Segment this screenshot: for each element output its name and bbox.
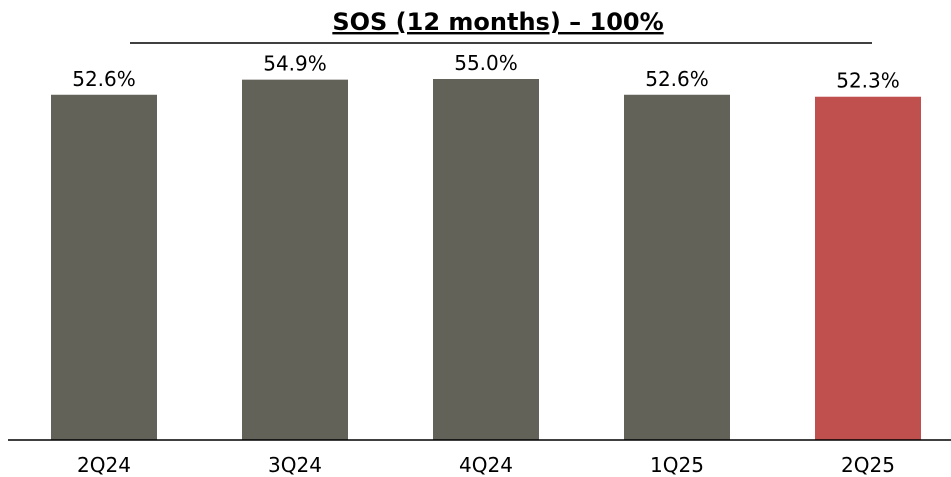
value-label-2Q25: 52.3%: [836, 69, 900, 93]
bar-4Q24: [433, 79, 539, 440]
bar-2Q25: [815, 96, 921, 441]
category-label-2Q25: 2Q25: [841, 453, 895, 477]
bar-1Q25: [624, 94, 730, 441]
value-labels-group: 52.6% 54.9% 55.0% 52.6% 52.3%: [72, 51, 900, 93]
chart-title: SOS (12 months) – 100%: [332, 8, 663, 36]
category-labels-group: 2Q24 3Q24 4Q24 1Q25 2Q25: [77, 453, 895, 477]
category-label-4Q24: 4Q24: [459, 453, 513, 477]
value-label-1Q25: 52.6%: [645, 67, 709, 91]
value-label-4Q24: 55.0%: [454, 51, 518, 75]
bars-group: [51, 79, 921, 441]
category-label-2Q24: 2Q24: [77, 453, 131, 477]
value-label-2Q24: 52.6%: [72, 67, 136, 91]
category-label-1Q25: 1Q25: [650, 453, 704, 477]
value-label-3Q24: 54.9%: [263, 52, 327, 76]
bar-2Q24: [51, 94, 157, 441]
bar-3Q24: [242, 79, 348, 440]
category-label-3Q24: 3Q24: [268, 453, 322, 477]
